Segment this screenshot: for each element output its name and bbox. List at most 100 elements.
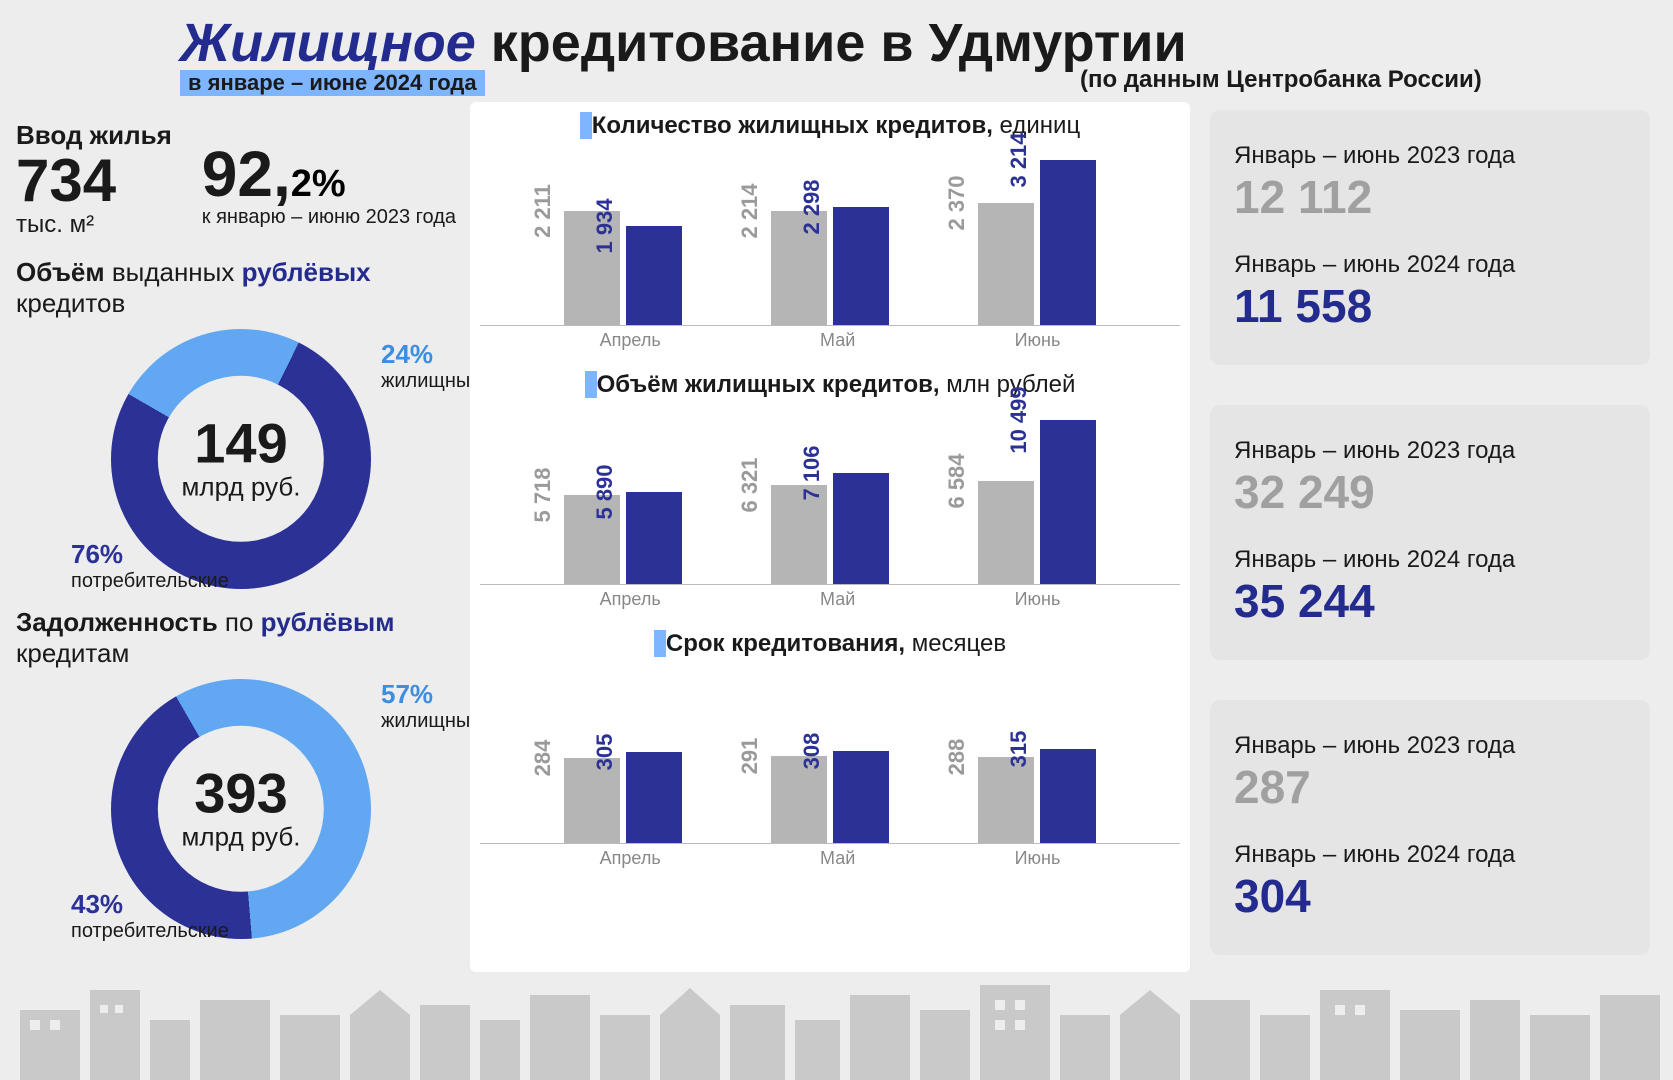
bar-2023: 288 xyxy=(978,757,1034,843)
bar-2024: 308 xyxy=(833,751,889,843)
bar-2024: 2 298 xyxy=(833,207,889,325)
bar-2023: 284 xyxy=(564,758,620,843)
x-axis: АпрельМайИюнь xyxy=(480,585,1180,610)
summary-label-2024: Январь – июнь 2024 года xyxy=(1234,251,1626,279)
chart-title: Объём жилищных кредитов, млн рублей xyxy=(480,371,1180,399)
housing-metric: Ввод жилья 734 тыс. м² xyxy=(16,120,172,239)
bar-group: 288 315 xyxy=(978,749,1096,844)
x-label: Июнь xyxy=(1015,330,1061,351)
summary-box: Январь – июнь 2023 года 32 249 Январь – … xyxy=(1210,405,1650,660)
donut1-dark-label: 76% потребительские xyxy=(71,539,229,593)
sec2-mid: по xyxy=(225,607,261,637)
chart-title: Срок кредитования, месяцев xyxy=(480,630,1180,658)
donut2-light-pct: 57% xyxy=(381,679,433,709)
summary-value-2023: 32 249 xyxy=(1234,465,1626,519)
page-header: Жилищное кредитование в Удмуртии в январ… xyxy=(180,12,1187,96)
charts-panel: Количество жилищных кредитов, единиц 2 2… xyxy=(470,102,1190,972)
bar-2024: 5 890 xyxy=(626,492,682,584)
page-title: Жилищное кредитование в Удмуртии xyxy=(180,12,1187,74)
chart-area: 284 305 291 308 288 315 2023 2024 xyxy=(480,664,1180,844)
summary-label-2024: Январь – июнь 2024 года xyxy=(1234,841,1626,869)
bar-2024: 7 106 xyxy=(833,473,889,584)
bar-group: 284 305 xyxy=(564,752,682,844)
donut1-dark-sub: потребительские xyxy=(71,570,229,593)
subtitle-source: (по данным Центробанка России) xyxy=(1080,66,1482,94)
donut1-value: 149 xyxy=(182,416,301,472)
x-axis: Апрель Май Июнь xyxy=(480,844,1180,869)
donut2-value: 393 xyxy=(182,766,301,822)
x-label: Май xyxy=(820,848,855,869)
summary-value-2023: 287 xyxy=(1234,760,1626,814)
donut-issued-loans: 149 млрд руб. 24% жилищные 76% потребите… xyxy=(111,329,371,589)
section2-title: Задолженность по рублёвым кредитам xyxy=(16,607,466,669)
sec1-post: кредитов xyxy=(16,288,125,318)
summary-label-2023: Январь – июнь 2023 года xyxy=(1234,437,1626,465)
summary-box: Январь – июнь 2023 года 287 Январь – июн… xyxy=(1210,700,1650,955)
percent-sub: к январю – июню 2023 года xyxy=(202,206,456,229)
sec1-pre: Объём xyxy=(16,257,112,287)
housing-unit: тыс. м² xyxy=(16,211,172,239)
donut1-unit: млрд руб. xyxy=(182,472,301,503)
skyline-decoration xyxy=(0,960,1673,1080)
summary-label-2024: Январь – июнь 2024 года xyxy=(1234,546,1626,574)
summary-value-2023: 12 112 xyxy=(1234,170,1626,224)
donut1-dark-pct: 76% xyxy=(71,539,123,569)
x-label: Июнь xyxy=(1015,589,1061,610)
summary-box: Январь – июнь 2023 года 12 112 Январь – … xyxy=(1210,110,1650,365)
bar-group: 5 718 5 890 xyxy=(564,492,682,584)
summary-value-2024: 35 244 xyxy=(1234,574,1626,628)
sec1-mid: выданных xyxy=(112,257,242,287)
subtitle-period: в январе – июне 2024 года xyxy=(180,70,485,96)
x-label: Апрель xyxy=(600,330,661,351)
bar-group: 6 321 7 106 xyxy=(771,473,889,584)
summary-label-2023: Январь – июнь 2023 года xyxy=(1234,732,1626,760)
x-axis: Апрель Май Июнь xyxy=(480,326,1180,351)
summary-value-2024: 304 xyxy=(1234,869,1626,923)
x-label: Май xyxy=(820,330,855,351)
bar-2024: 3 214 xyxy=(1040,160,1096,325)
section1-title: Объём выданных рублёвых кредитов xyxy=(16,257,466,319)
bar-group: 6 584 10 499 xyxy=(978,420,1096,584)
donut1-light-label: 24% жилищные xyxy=(381,339,481,393)
left-column: Ввод жилья 734 тыс. м² 92, 2% к январю –… xyxy=(16,120,466,939)
bar-group: 2 214 2 298 xyxy=(771,207,889,325)
bar-chart: Количество жилищных кредитов, единиц 2 2… xyxy=(480,112,1180,351)
bar-2024: 305 xyxy=(626,752,682,844)
x-label: Июнь xyxy=(1015,848,1061,869)
sec2-hl: рублёвым xyxy=(261,607,395,637)
bar-chart: Срок кредитования, месяцев 284 305 291 3… xyxy=(480,630,1180,869)
sec2-post: кредитам xyxy=(16,638,129,668)
bar-chart: Объём жилищных кредитов, млн рублей 5 71… xyxy=(480,371,1180,610)
x-label: Апрель xyxy=(600,848,661,869)
x-label: Апрель xyxy=(600,589,661,610)
right-column: Январь – июнь 2023 года 12 112 Январь – … xyxy=(1210,110,1650,995)
bar-group: 2 370 3 214 xyxy=(978,160,1096,325)
donut2-dark-label: 43% потребительские xyxy=(71,889,229,943)
chart-area: 5 718 5 890 6 321 7 106 6 584 10 499 202… xyxy=(480,405,1180,585)
donut1-light-pct: 24% xyxy=(381,339,433,369)
donut2-light-label: 57% жилищные xyxy=(381,679,481,733)
summary-value-2024: 11 558 xyxy=(1234,279,1626,333)
sec2-pre: Задолженность xyxy=(16,607,225,637)
housing-value: 734 xyxy=(16,151,172,211)
bar-2023: 2 370 xyxy=(978,203,1034,325)
bar-2024: 315 xyxy=(1040,749,1096,844)
percent-dec: 2% xyxy=(291,163,346,206)
sec1-hl: рублёвых xyxy=(242,257,371,287)
donut1-light-sub: жилищные xyxy=(381,370,481,393)
bar-2024: 10 499 xyxy=(1040,420,1096,584)
chart-title: Количество жилищных кредитов, единиц xyxy=(480,112,1180,140)
donut2-light-sub: жилищные xyxy=(381,710,481,733)
bar-group: 2 211 1 934 xyxy=(564,211,682,325)
title-rest: кредитование в Удмуртии xyxy=(476,13,1187,73)
donut2-dark-sub: потребительские xyxy=(71,920,229,943)
percent-int: 92, xyxy=(202,142,291,206)
donut-debt: 393 млрд руб. 57% жилищные 43% потребите… xyxy=(111,679,371,939)
percent-metric: 92, 2% к январю – июню 2023 года xyxy=(202,142,456,229)
bar-group: 291 308 xyxy=(771,751,889,843)
donut2-dark-pct: 43% xyxy=(71,889,123,919)
bar-2023: 6 584 xyxy=(978,481,1034,584)
summary-label-2023: Январь – июнь 2023 года xyxy=(1234,142,1626,170)
donut2-unit: млрд руб. xyxy=(182,822,301,853)
chart-area: 2 211 1 934 2 214 2 298 2 370 3 214 2023… xyxy=(480,146,1180,326)
